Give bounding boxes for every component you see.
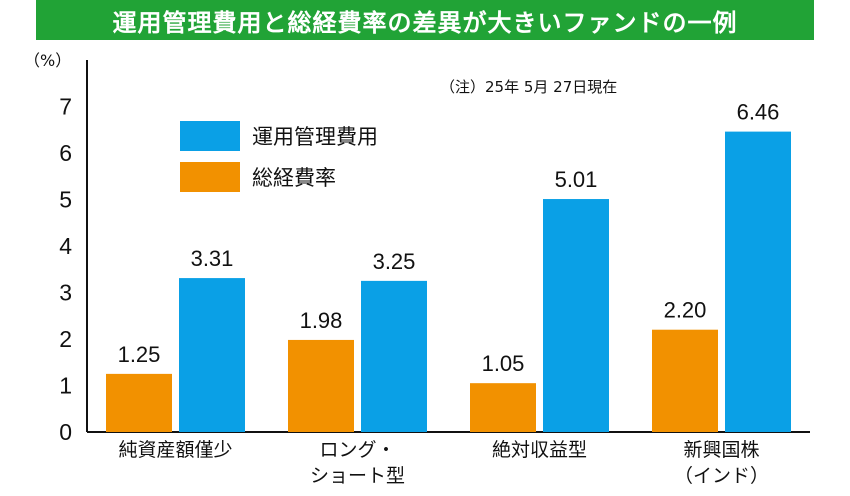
date-note: （注）25年 5月 27日現在: [440, 78, 617, 96]
bar: [179, 278, 245, 432]
data-label: 1.05: [482, 351, 525, 376]
category-label: 新興国株: [683, 439, 759, 461]
chart-title: 運用管理費用と総経費率の差異が大きいファンドの一例: [112, 8, 738, 37]
data-label: 3.31: [191, 246, 234, 271]
y-tick-label: 7: [59, 94, 72, 120]
category-label: ロング・: [319, 439, 395, 461]
bar: [361, 280, 427, 432]
data-label: 6.46: [737, 100, 780, 125]
bar: [106, 373, 172, 432]
bar: [652, 329, 718, 432]
legend-label: 運用管理費用: [252, 125, 378, 149]
y-tick-label: 1: [59, 373, 72, 399]
y-tick-label: 2: [59, 326, 72, 352]
title-bar: 運用管理費用と総経費率の差異が大きいファンドの一例: [36, 0, 814, 40]
data-label: 2.20: [664, 298, 707, 323]
y-tick-label: 6: [59, 140, 72, 166]
bar: [725, 131, 791, 433]
y-tick-label: 0: [59, 419, 72, 445]
y-tick-label: 4: [59, 233, 72, 259]
bar: [288, 339, 354, 432]
category-label: （インド）: [674, 465, 769, 487]
data-label: 1.98: [300, 308, 343, 333]
category-label: ショート型: [310, 465, 405, 487]
data-label: 5.01: [555, 167, 598, 192]
y-unit-label: （%）: [24, 51, 71, 70]
data-label: 1.25: [118, 342, 161, 367]
y-tick-label: 3: [59, 280, 72, 306]
legend-swatch: [180, 162, 240, 192]
category-label: 純資産額僅少: [118, 439, 232, 461]
legend-swatch: [180, 121, 240, 151]
data-label: 3.25: [373, 249, 416, 274]
y-tick-label: 5: [59, 187, 72, 213]
bar: [470, 383, 536, 432]
category-label: 絶対収益型: [492, 439, 587, 461]
legend-label: 総経費率: [252, 166, 336, 190]
bar: [543, 199, 609, 432]
